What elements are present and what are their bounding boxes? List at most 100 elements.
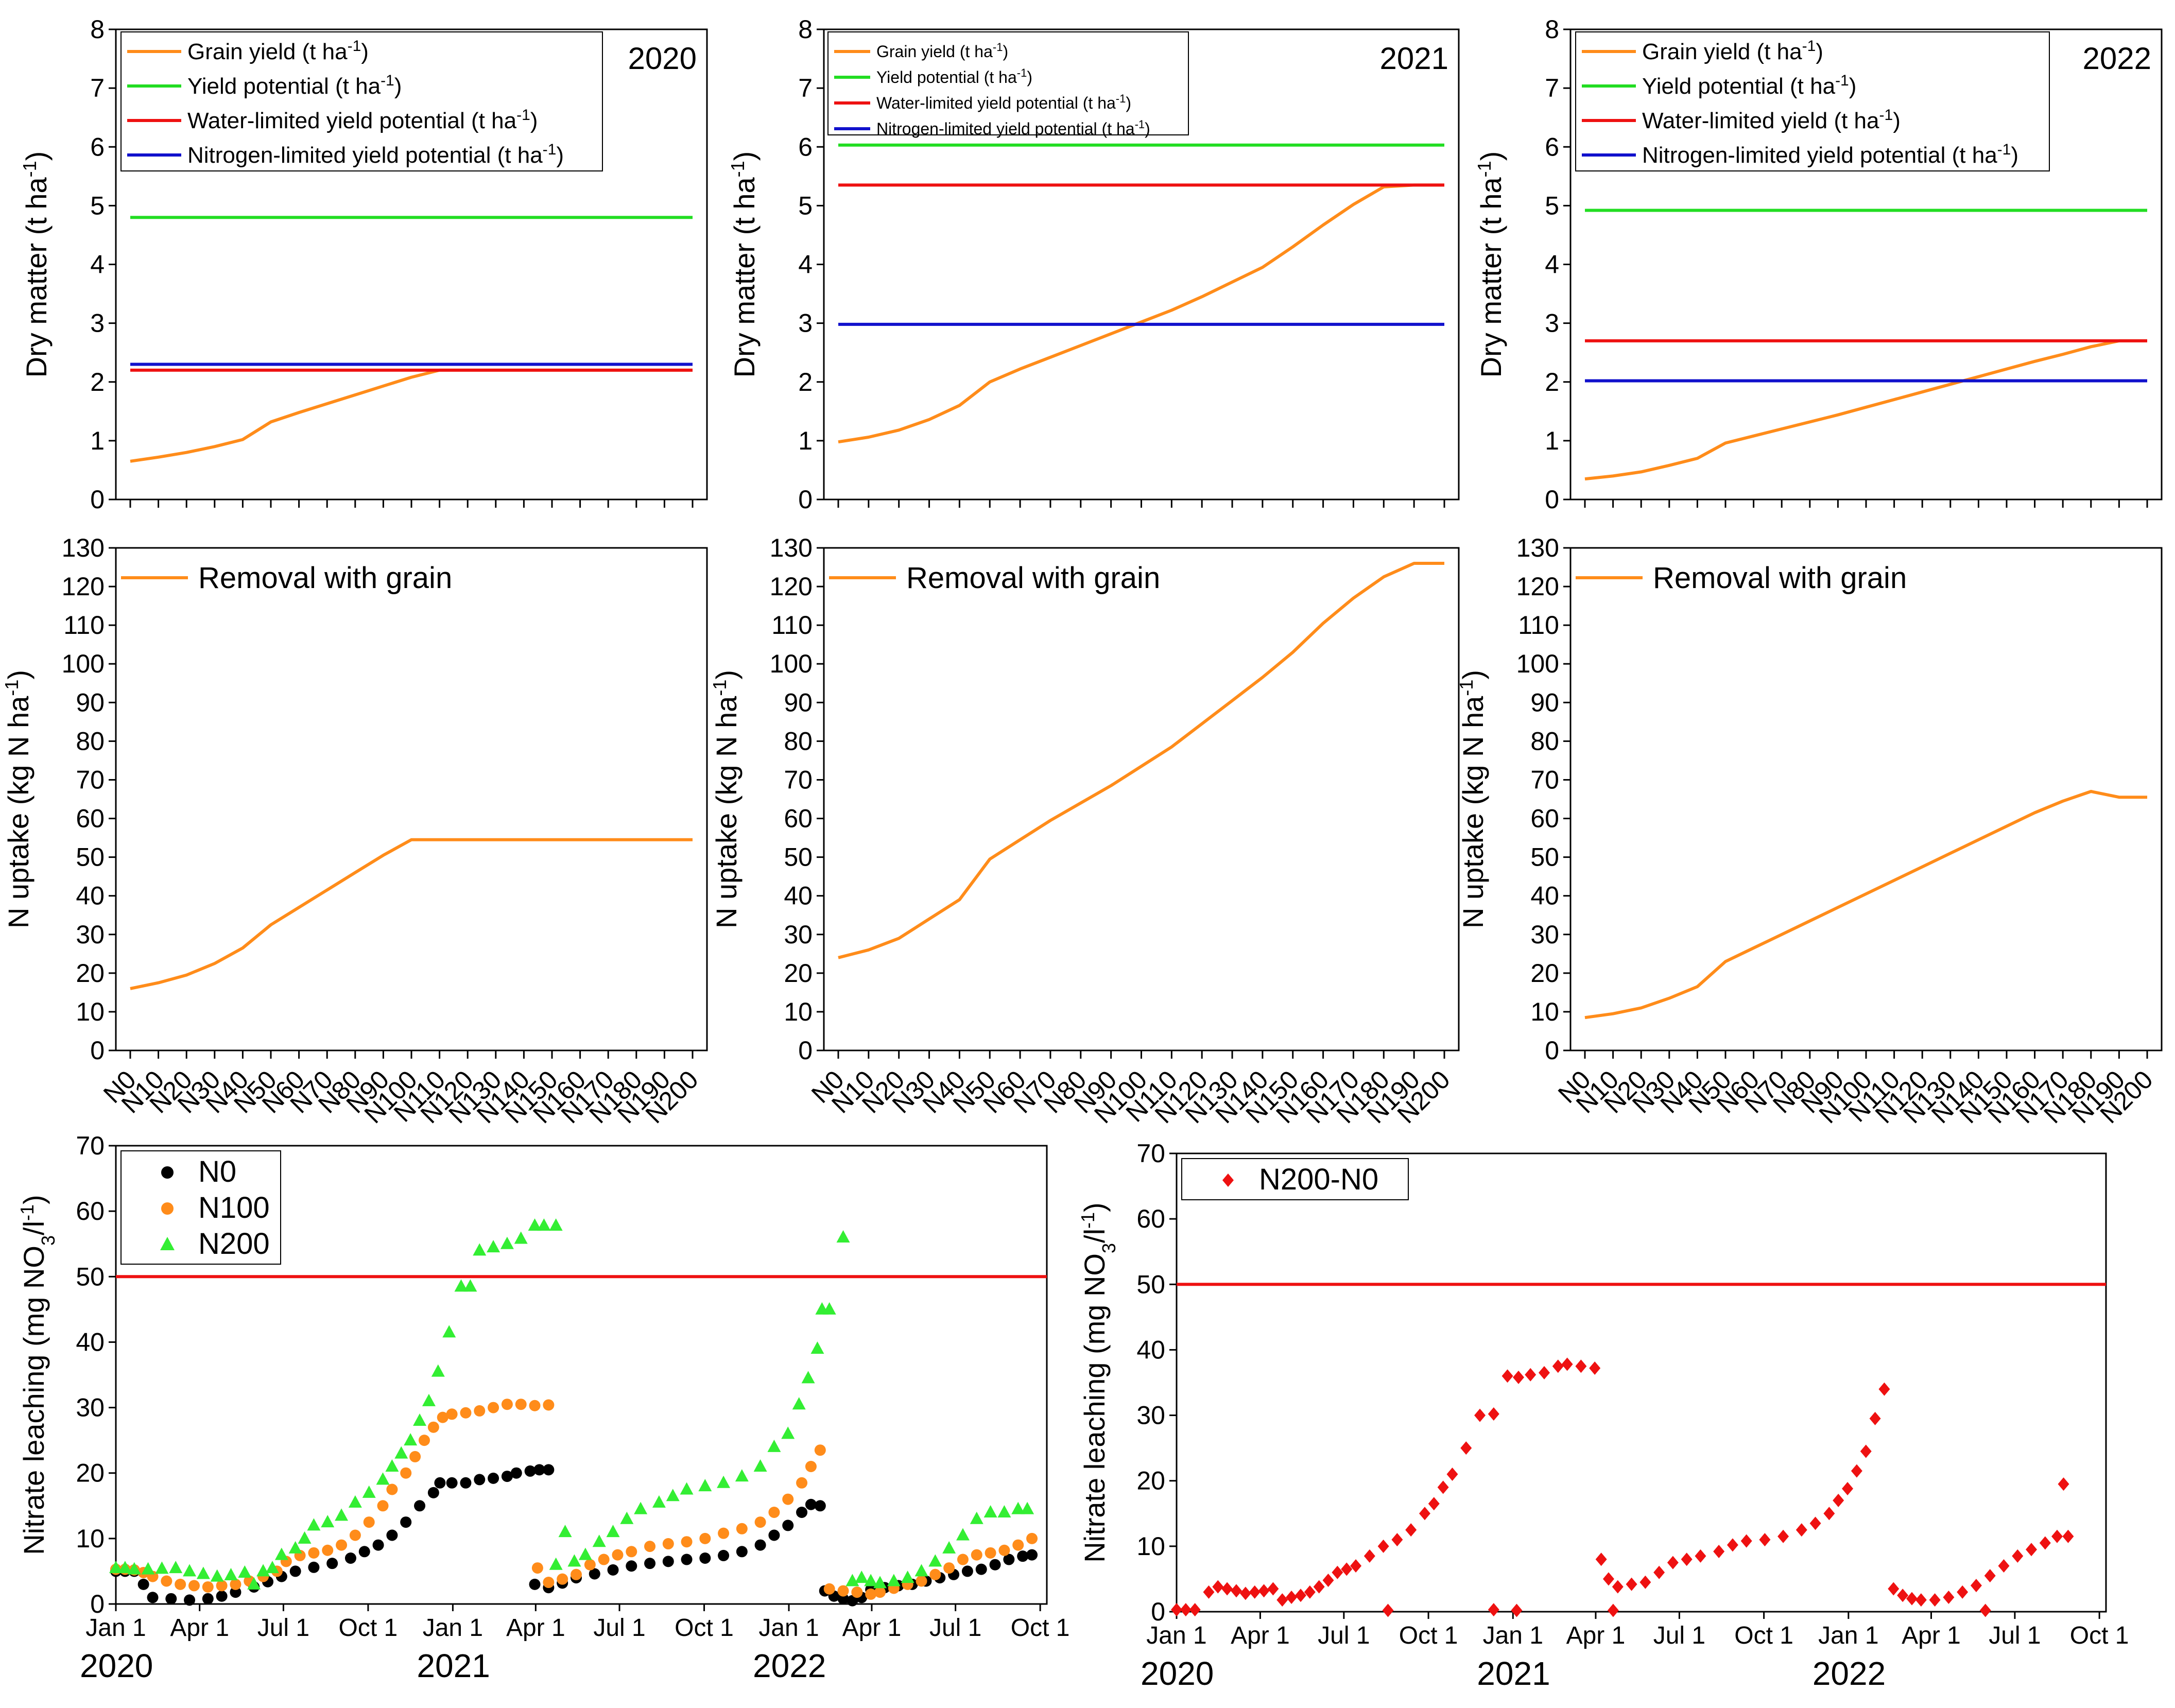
ylabel-sub: 3: [1098, 1243, 1119, 1253]
y-tick-label: 90: [784, 688, 813, 717]
data-point: [230, 1586, 241, 1598]
y-tick-label: 70: [1530, 765, 1559, 794]
x-tick-label: Apr 1: [506, 1614, 565, 1642]
y-axis-label: N uptake (kg N ha-1): [1456, 670, 1490, 928]
data-point: [1294, 1589, 1306, 1602]
data-point: [165, 1593, 177, 1605]
data-point: [782, 1520, 794, 1531]
y-tick-label: 8: [90, 15, 105, 44]
plot-frame: [1176, 1152, 2107, 1613]
y-tick-label: 7: [1545, 74, 1559, 102]
data-point: [901, 1571, 914, 1583]
legend-label: Removal with grain: [1653, 561, 1907, 595]
legend-label: Water-limited yield potential (t ha: [187, 108, 517, 133]
legend-close: ): [1816, 39, 1823, 64]
y-tick-label: 80: [76, 727, 105, 755]
legend-label: N0: [198, 1155, 236, 1188]
legend-sup: -1: [1997, 141, 2011, 158]
data-point: [589, 1568, 600, 1580]
ylabel-main: Nitrate leaching (mg NO: [18, 1246, 50, 1555]
data-point: [524, 1465, 536, 1477]
data-point: [943, 1562, 955, 1574]
data-point: [796, 1477, 808, 1489]
data-point: [644, 1558, 656, 1569]
data-point: [847, 1595, 858, 1607]
data-point: [1437, 1480, 1449, 1494]
series-N100: [110, 1399, 1038, 1600]
data-point: [1777, 1529, 1789, 1543]
data-point: [1984, 1569, 1996, 1583]
x-tick-label: Jul 1: [1653, 1622, 1705, 1649]
data-point: [1727, 1538, 1738, 1552]
legend-label: Removal with grain: [906, 561, 1160, 595]
data-point: [1552, 1359, 1564, 1373]
y-tick-label: 40: [1136, 1335, 1165, 1364]
data-point: [1929, 1593, 1941, 1607]
data-point: [1474, 1408, 1486, 1422]
data-point: [533, 1464, 545, 1476]
legend-label: Yield potential (t ha: [876, 68, 1017, 87]
y-tick-label: 110: [63, 611, 105, 640]
data-point: [571, 1568, 582, 1580]
data-point: [400, 1516, 412, 1528]
data-point: [1561, 1357, 1573, 1371]
y-tick-label: 0: [90, 485, 105, 514]
data-point: [810, 1341, 824, 1354]
legend-label: Yield potential (t ha: [187, 74, 381, 99]
year-label: 2020: [80, 1647, 153, 1684]
data-point: [376, 1472, 390, 1485]
data-point: [956, 1528, 970, 1541]
data-point: [1796, 1523, 1807, 1537]
y-axis-label: Dry matter (t ha-1): [727, 151, 761, 378]
data-point: [202, 1581, 214, 1593]
data-point: [1021, 1502, 1034, 1514]
year-label: 2022: [2083, 41, 2151, 76]
data-point: [680, 1482, 694, 1495]
y-axis-label: N uptake (kg N ha-1): [709, 670, 743, 928]
data-point: [377, 1500, 389, 1512]
data-point: [274, 1547, 288, 1560]
ylabel-end: ): [1457, 670, 1489, 680]
data-point: [698, 1479, 712, 1492]
y-axis-label: Dry matter (t ha-1): [19, 151, 53, 378]
legend-box: [1181, 1158, 1409, 1200]
y-tick-label: 80: [784, 727, 813, 755]
data-point: [1189, 1603, 1201, 1617]
data-point: [814, 1444, 826, 1456]
legend-sup: -1: [1835, 72, 1849, 89]
y-tick-label: 3: [90, 309, 105, 338]
series-N200-N0: [1171, 1357, 2074, 1617]
y-tick-label: 30: [1530, 920, 1559, 949]
y-tick-label: 2: [90, 368, 105, 396]
legend-label: Removal with grain: [198, 561, 452, 595]
x-tick-label: Jul 1: [1318, 1622, 1370, 1649]
data-point: [1203, 1585, 1215, 1599]
legend-entry: Water-limited yield (t ha-1): [1642, 107, 1901, 134]
data-point: [845, 1574, 859, 1586]
y-axis-label: Nitrate leaching (mg NO3/l-1): [16, 1195, 59, 1555]
data-point: [1653, 1565, 1665, 1579]
ylabel-sup: -1: [1, 680, 22, 696]
x-tick-label: Jul 1: [929, 1614, 981, 1642]
legend-label: N200: [198, 1227, 270, 1261]
data-point: [1382, 1603, 1394, 1617]
series-line-0: [1584, 339, 2147, 481]
data-point: [2062, 1529, 2074, 1543]
data-point: [836, 1230, 850, 1243]
data-point: [801, 1371, 815, 1384]
data-point: [916, 1575, 927, 1587]
legend-entry: Water-limited yield potential (t ha-1): [876, 92, 1131, 113]
data-point: [1575, 1359, 1587, 1373]
y-tick-label: 130: [1516, 533, 1559, 562]
ylabel-end: ): [18, 1195, 50, 1204]
legend-sup: -1: [543, 141, 557, 158]
data-point: [1511, 1603, 1523, 1617]
data-point: [1405, 1523, 1417, 1537]
data-point: [549, 1218, 563, 1231]
data-point: [1842, 1481, 1854, 1495]
legend-close: ): [2011, 143, 2018, 168]
data-point: [549, 1557, 563, 1570]
data-point: [537, 1218, 551, 1231]
ylabel-main: Dry matter (t ha: [1475, 177, 1507, 378]
